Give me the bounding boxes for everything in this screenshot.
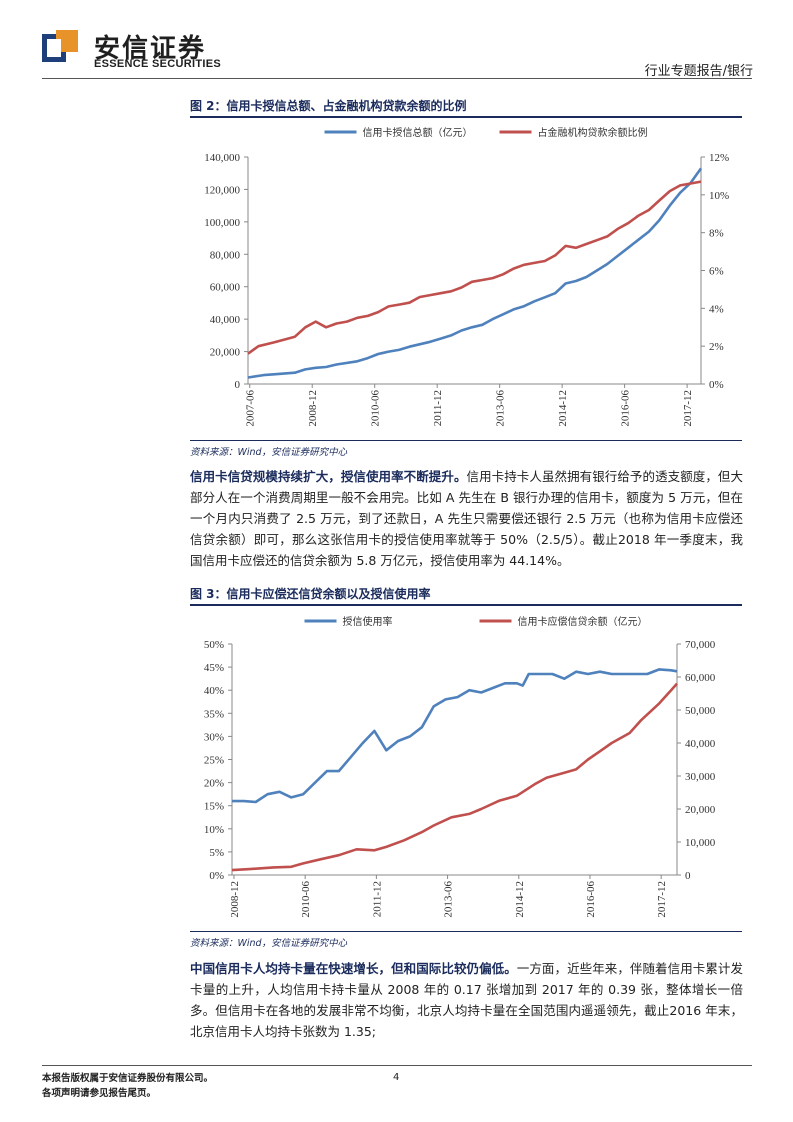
y-left-tick-label: 0% xyxy=(209,870,224,882)
figure3-top-rule xyxy=(190,604,742,606)
series-line-2 xyxy=(231,682,678,872)
y-left-tick-label: 40% xyxy=(204,685,224,697)
paragraph-credit-usage: 信用卡信贷规模持续扩大，授信使用率不断提升。信用卡持卡人虽然拥有银行给予的透支额… xyxy=(190,466,743,571)
series-line-1 xyxy=(232,668,678,804)
logo-text-en: ESSENCE SECURITIES xyxy=(94,58,222,70)
series-line-2 xyxy=(247,180,702,355)
legend-label: 授信使用率 xyxy=(343,615,393,628)
y-right-tick-label: 10% xyxy=(709,190,729,202)
y-left-tick-label: 15% xyxy=(204,801,224,813)
y-left-tick-label: 40,000 xyxy=(210,314,241,326)
figure2-bottom-rule xyxy=(190,440,742,441)
x-tick-label: 2014-12 xyxy=(514,881,526,918)
y-left-tick-label: 30% xyxy=(204,731,224,743)
x-tick-label: 2016-06 xyxy=(585,881,597,918)
x-tick-label: 2011-12 xyxy=(371,881,383,917)
paragraph-body: 信用卡持卡人虽然拥有银行给予的透支额度，但大部分人在一个消费周期里一般不会用完。… xyxy=(190,469,743,568)
y-left-tick-label: 20% xyxy=(204,778,224,790)
y-right-tick-label: 0% xyxy=(709,379,724,391)
y-left-tick-label: 0 xyxy=(235,379,241,391)
y-right-tick-label: 2% xyxy=(709,341,724,353)
y-left-tick-label: 80,000 xyxy=(210,249,241,261)
x-tick-label: 2014-12 xyxy=(557,390,569,427)
y-right-tick-label: 40,000 xyxy=(685,738,716,750)
figure3-source: 资料来源：Wind，安信证券研究中心 xyxy=(190,938,348,949)
y-right-tick-label: 20,000 xyxy=(685,804,716,816)
header-divider xyxy=(42,78,752,79)
y-right-tick-label: 0 xyxy=(685,870,691,882)
x-tick-label: 2017-12 xyxy=(682,390,694,427)
figure3-title: 图 3：信用卡应偿还信贷余额以及授信使用率 xyxy=(190,587,431,601)
x-tick-label: 2011-12 xyxy=(432,390,444,426)
y-left-tick-label: 140,000 xyxy=(204,152,240,164)
y-right-tick-label: 60,000 xyxy=(685,672,716,684)
y-right-tick-label: 6% xyxy=(709,266,724,278)
figure3-chart: 授信使用率 信用卡应偿信贷余额（亿元） 0% 5% 10% 15% 20% 25% 30% 35%… xyxy=(204,615,716,918)
x-tick-label: 2010-06 xyxy=(300,881,312,918)
y-left-tick-label: 10% xyxy=(204,824,224,836)
x-tick-label: 2016-06 xyxy=(620,390,632,427)
y-right-tick-label: 10,000 xyxy=(685,837,716,849)
figure2-chart: 信用卡授信总额（亿元） 占金融机构贷款余额比例 0 20,000 40,000 60,00… xyxy=(204,126,729,427)
logo-icon xyxy=(42,30,78,62)
figure2-title: 图 2：信用卡授信总额、占金融机构贷款余额的比例 xyxy=(190,99,467,113)
footer-divider xyxy=(42,1065,752,1066)
figure3-bottom-rule xyxy=(190,931,742,932)
legend-label: 信用卡授信总额（亿元） xyxy=(363,126,473,139)
y-left-tick-label: 50% xyxy=(204,639,224,651)
paragraph-lead: 中国信用卡人均持卡量在快速增长，但和国际比较仍偏低。 xyxy=(190,961,517,976)
y-left-tick-label: 5% xyxy=(209,847,224,859)
x-tick-label: 2008-12 xyxy=(229,881,241,918)
y-left-tick-label: 100,000 xyxy=(204,217,240,229)
y-right-tick-label: 30,000 xyxy=(685,771,716,783)
x-tick-label: 2010-06 xyxy=(370,390,382,427)
y-left-tick-label: 120,000 xyxy=(204,184,240,196)
y-right-tick-label: 4% xyxy=(709,303,724,315)
paragraph-card-holding: 中国信用卡人均持卡量在快速增长，但和国际比较仍偏低。一方面，近些年来，伴随着信用… xyxy=(190,958,743,1042)
report-type: 行业专题报告/银行 xyxy=(644,64,753,79)
footer-disclaimer: 各项声明请参见报告尾页。 xyxy=(42,1088,157,1099)
series-line-1 xyxy=(247,167,703,379)
y-right-tick-label: 50,000 xyxy=(685,705,716,717)
y-right-tick-label: 8% xyxy=(709,228,724,240)
logo-text-cn: 安信证券 xyxy=(94,34,207,64)
y-left-tick-label: 20,000 xyxy=(210,347,241,359)
paragraph-lead: 信用卡信贷规模持续扩大，授信使用率不断提升。 xyxy=(190,469,467,484)
figure2-source: 资料来源：Wind，安信证券研究中心 xyxy=(190,447,348,458)
x-tick-label: 2008-12 xyxy=(307,390,319,427)
y-left-tick-label: 25% xyxy=(204,755,224,767)
y-left-tick-label: 35% xyxy=(204,708,224,720)
paragraph-body: 一方面，近些年来，伴随着信用卡累计发卡量的上升，人均信用卡持卡量从 2008 年… xyxy=(190,961,743,1039)
figure2-top-rule xyxy=(190,116,742,118)
legend-label: 占金融机构贷款余额比例 xyxy=(538,126,648,139)
legend-label: 信用卡应偿信贷余额（亿元） xyxy=(518,615,648,628)
x-tick-label: 2013-06 xyxy=(495,390,507,427)
y-right-tick-label: 70,000 xyxy=(685,639,716,651)
x-tick-label: 2013-06 xyxy=(443,881,455,918)
page-number: 4 xyxy=(393,1072,400,1083)
footer-copyright: 本报告版权属于安信证券股份有限公司。 xyxy=(42,1073,214,1084)
x-tick-label: 2007-06 xyxy=(245,390,257,427)
x-tick-label: 2017-12 xyxy=(656,881,668,918)
y-left-tick-label: 45% xyxy=(204,662,224,674)
y-left-tick-label: 60,000 xyxy=(210,282,241,294)
y-right-tick-label: 12% xyxy=(709,152,729,164)
